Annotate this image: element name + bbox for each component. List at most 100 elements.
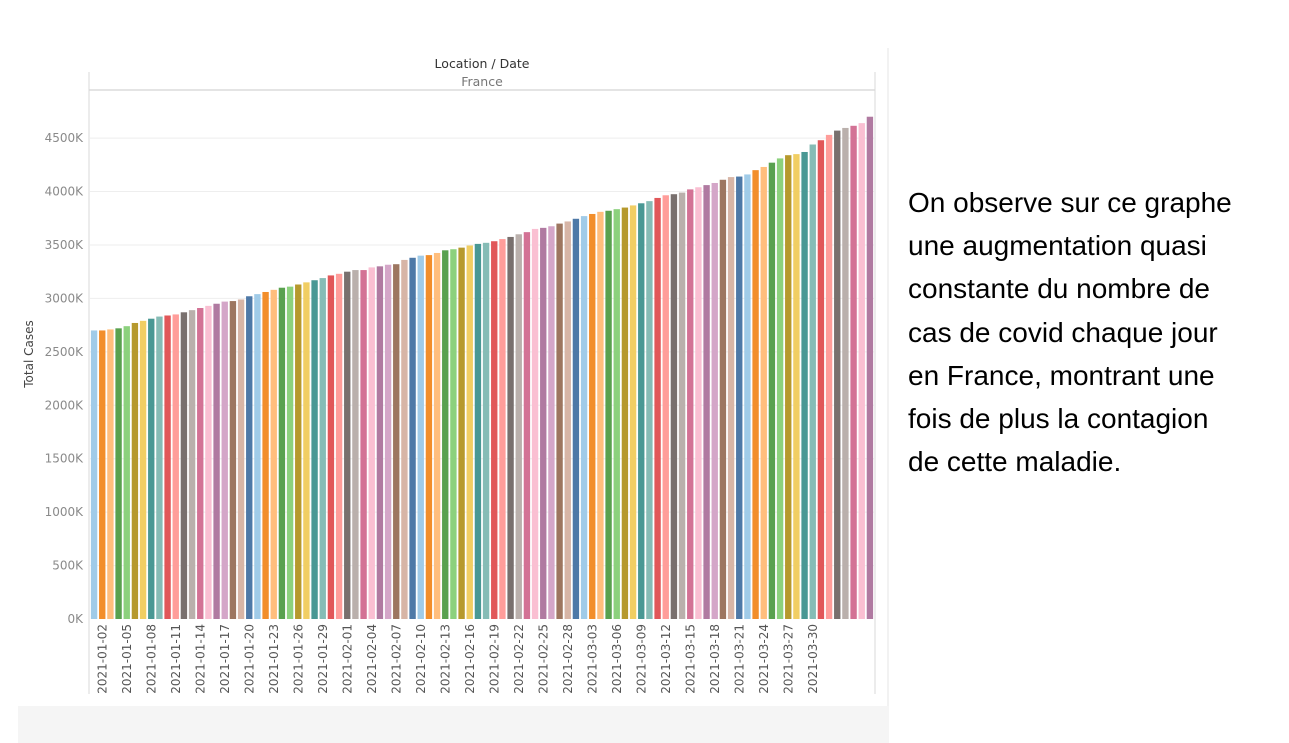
- bar: [327, 275, 335, 619]
- chart-header-title: Location / Date: [435, 56, 530, 71]
- bar: [564, 221, 571, 619]
- x-tick-label: 2021-01-29: [316, 624, 330, 694]
- bar: [842, 127, 849, 619]
- chart-header-subtitle: France: [461, 74, 503, 89]
- bar: [180, 312, 188, 619]
- chart-panel: Location / Date France Total Cases 0K 500…: [18, 48, 890, 743]
- bar: [205, 305, 212, 619]
- bar: [752, 170, 759, 619]
- bar: [188, 310, 196, 619]
- bar: [123, 326, 130, 619]
- bar: [425, 255, 433, 620]
- bar: [303, 282, 310, 619]
- x-tick-label: 2021-01-17: [218, 624, 232, 694]
- chart-footer: [18, 706, 889, 743]
- bar: [597, 211, 604, 619]
- bar: [801, 151, 808, 619]
- bar: [744, 174, 751, 619]
- bar: [107, 329, 114, 619]
- caption-text: On observe sur ce graphe une augmentatio…: [908, 181, 1280, 483]
- bar: [172, 314, 179, 619]
- x-tick-label: 2021-02-16: [463, 624, 477, 694]
- bar: [695, 187, 702, 619]
- bar: [466, 245, 473, 620]
- bar: [197, 308, 204, 619]
- bar: [278, 287, 286, 619]
- y-tick-label: 3000K: [45, 291, 85, 305]
- y-axis-ticks: 0K 500K 1000K 1500K 2000K 2500K 3000K 3500K 4000…: [45, 131, 85, 626]
- x-tick-label: 2021-01-02: [95, 624, 109, 694]
- x-tick-label: 2021-03-21: [732, 624, 746, 694]
- bar: [548, 226, 555, 619]
- bar: [295, 284, 302, 619]
- bar: [164, 315, 171, 619]
- bar: [605, 210, 612, 619]
- bar: [344, 271, 351, 619]
- bar: [858, 123, 865, 619]
- bar-chart: Location / Date France Total Cases 0K 500…: [22, 56, 876, 694]
- x-axis-ticks: 2021-01-02 2021-01-05 2021-01-08 2021-01-11…: [95, 624, 820, 694]
- chart-divider: [887, 48, 889, 706]
- bar: [286, 286, 294, 619]
- y-tick-label: 4500K: [45, 131, 85, 145]
- x-tick-label: 2021-02-22: [512, 624, 526, 694]
- x-tick-label: 2021-01-26: [291, 624, 305, 694]
- caption-line: constante du nombre de: [908, 273, 1210, 305]
- bar: [621, 207, 629, 619]
- bar: [711, 182, 718, 620]
- x-tick-label: 2021-02-10: [414, 624, 428, 694]
- y-axis-label: Total Cases: [22, 320, 36, 388]
- x-tick-label: 2021-03-18: [708, 624, 722, 694]
- gridlines: [90, 137, 874, 567]
- bar: [458, 247, 465, 619]
- caption-line: en France, montrant une: [908, 359, 1215, 391]
- bars: [90, 116, 874, 620]
- bar: [156, 316, 163, 619]
- bar: [703, 185, 710, 620]
- x-tick-label: 2021-02-28: [561, 624, 575, 694]
- bar: [139, 320, 147, 619]
- caption-line: fois de plus la contagion: [908, 403, 1209, 435]
- x-tick-label: 2021-02-01: [340, 624, 354, 694]
- bar: [523, 232, 531, 619]
- bar: [90, 330, 98, 619]
- bar: [352, 270, 359, 619]
- bar: [515, 234, 522, 619]
- bar: [866, 116, 874, 619]
- bar: [760, 166, 767, 619]
- x-tick-label: 2021-03-12: [659, 624, 673, 694]
- bar: [262, 291, 269, 619]
- bar: [409, 257, 416, 619]
- bar: [556, 223, 563, 619]
- x-tick-label: 2021-03-15: [683, 624, 697, 694]
- bar: [99, 330, 106, 619]
- bar: [662, 195, 669, 619]
- bar: [646, 201, 653, 619]
- bar: [719, 179, 727, 619]
- bar: [670, 194, 678, 619]
- bar: [368, 267, 375, 619]
- bar: [687, 189, 694, 619]
- bar: [148, 318, 155, 619]
- x-tick-label: 2021-03-09: [634, 624, 648, 694]
- bar: [589, 213, 596, 619]
- bar: [482, 242, 490, 619]
- bar: [335, 273, 343, 619]
- bar: [613, 209, 620, 619]
- bar: [229, 301, 237, 619]
- y-tick-label: 2000K: [45, 398, 85, 412]
- bar: [442, 250, 449, 620]
- x-tick-label: 2021-01-11: [169, 624, 183, 694]
- bar: [237, 299, 245, 619]
- x-tick-label: 2021-01-14: [193, 624, 207, 694]
- y-tick-label: 2500K: [45, 345, 85, 359]
- x-tick-label: 2021-02-07: [389, 624, 403, 694]
- caption-line: cas de covid chaque jour: [908, 316, 1218, 348]
- x-tick-label: 2021-01-20: [242, 624, 256, 694]
- bar: [580, 216, 588, 620]
- bar: [360, 270, 367, 619]
- bar: [776, 158, 784, 619]
- bar: [450, 249, 457, 620]
- x-tick-label: 2021-03-27: [781, 624, 795, 694]
- bar: [825, 134, 833, 619]
